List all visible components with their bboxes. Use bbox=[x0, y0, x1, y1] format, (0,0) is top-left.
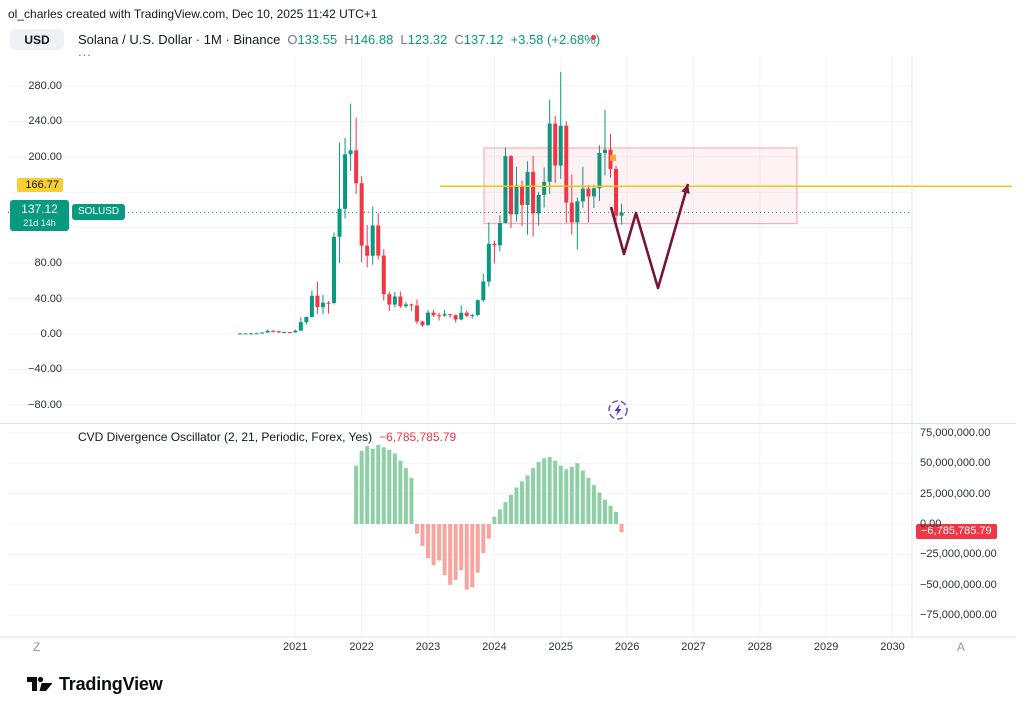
price-axis-label: 240.00 bbox=[28, 115, 62, 128]
record-dot-icon bbox=[591, 35, 596, 40]
price-axis-label: 80.00 bbox=[34, 257, 62, 270]
corner-letter-right: A bbox=[957, 640, 966, 654]
tradingview-logo-icon bbox=[27, 676, 52, 691]
oscillator-axis-label: −25,000,000.00 bbox=[920, 548, 997, 561]
symbol-header[interactable]: Solana / U.S. Dollar · 1M · Binance O133.… bbox=[78, 32, 600, 47]
corner-letter-left: Z bbox=[33, 640, 41, 654]
time-axis-label: 2023 bbox=[415, 641, 441, 653]
price-axis-label: −40.00 bbox=[28, 363, 62, 376]
cvd-histogram bbox=[354, 444, 624, 590]
time-axis-label: 2027 bbox=[681, 641, 706, 653]
oscillator-value: −6,785,785.79 bbox=[379, 430, 457, 444]
candles bbox=[238, 71, 624, 335]
oscillator-axis-label: 75,000,000.00 bbox=[920, 426, 991, 439]
time-axis-label: 2024 bbox=[482, 641, 507, 653]
oscillator-axis-label: 50,000,000.00 bbox=[920, 457, 991, 470]
ohlc-open: O133.55 bbox=[287, 32, 338, 47]
forecast-arrow[interactable] bbox=[609, 183, 690, 290]
oscillator-axis-label: −50,000,000.00 bbox=[920, 578, 997, 591]
time-axis-label: 2029 bbox=[813, 641, 839, 653]
price-change: +3.58 (+2.68%) bbox=[510, 32, 601, 47]
resistance-price-label: 166.77 bbox=[17, 178, 63, 193]
oscillator-axis-label: 0.00 bbox=[920, 518, 942, 530]
watermark-text: ol_charles created with TradingView.com,… bbox=[8, 7, 378, 21]
current-price-label: 137.12 21d 14h bbox=[10, 199, 69, 231]
time-axis-label: 2022 bbox=[349, 641, 374, 653]
drawing-anchor-marker[interactable] bbox=[610, 155, 616, 161]
current-price-value: 137.12 bbox=[21, 201, 58, 216]
symbol-title: Solana / U.S. Dollar · 1M · Binance bbox=[78, 32, 281, 47]
price-axis-label: −80.00 bbox=[28, 398, 62, 411]
energy-refresh-icon[interactable] bbox=[608, 400, 628, 420]
oscillator-title: CVD Divergence Oscillator (2, 21, Period… bbox=[78, 430, 373, 444]
currency-toggle-button[interactable]: USD bbox=[10, 29, 64, 50]
price-axis-label: 0.00 bbox=[40, 328, 62, 340]
lightning-bolt-icon bbox=[614, 404, 622, 416]
time-axis-label: 2025 bbox=[548, 641, 573, 653]
oscillator-value-badge: −6,785,785.79 bbox=[916, 524, 997, 540]
drawings bbox=[8, 147, 1012, 420]
symbol-price-tag: SOLUSD bbox=[72, 203, 126, 220]
ohlc-high: H146.88 bbox=[344, 32, 394, 47]
time-axis-label: 2030 bbox=[880, 641, 905, 653]
time-axis-label: 2021 bbox=[283, 641, 308, 653]
oscillator-header[interactable]: CVD Divergence Oscillator (2, 21, Period… bbox=[78, 430, 456, 444]
bar-countdown: 21d 14h bbox=[23, 217, 56, 228]
price-axis-label: 200.00 bbox=[28, 150, 62, 163]
time-axis-label: 2026 bbox=[614, 641, 640, 653]
price-axis-label: 40.00 bbox=[34, 292, 62, 305]
ohlc-close: C137.12 bbox=[454, 32, 504, 47]
price-axis-label: 280.00 bbox=[28, 79, 62, 92]
oscillator-axis-label: −75,000,000.00 bbox=[920, 609, 997, 622]
oscillator-axis-label: 25,000,000.00 bbox=[920, 487, 991, 500]
separators bbox=[0, 56, 1016, 638]
more-ellipsis-button[interactable]: ... bbox=[78, 44, 92, 59]
tradingview-logo-text: TradingView bbox=[59, 673, 163, 694]
ohlc-low: L123.32 bbox=[400, 32, 448, 47]
time-axis-label: 2028 bbox=[747, 641, 773, 653]
forecast-arrowhead bbox=[681, 184, 690, 194]
tradingview-logo[interactable]: TradingView bbox=[26, 673, 163, 695]
